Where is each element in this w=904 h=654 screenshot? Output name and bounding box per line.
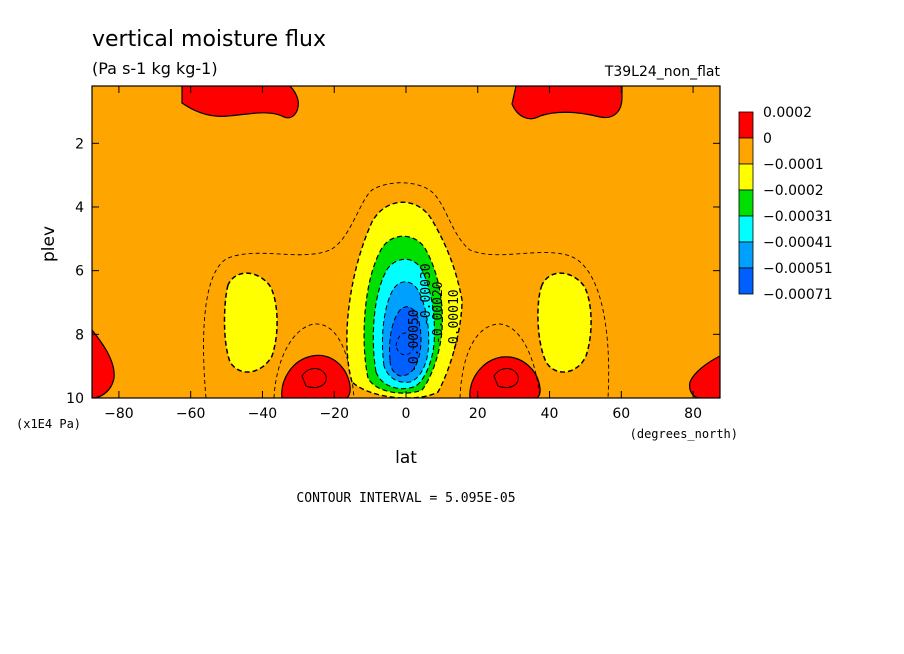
colorbar-label: −0.0002 xyxy=(763,183,824,199)
run-label: T39L24_non_flat xyxy=(604,64,721,80)
x-tick-label: −40 xyxy=(248,406,278,422)
y-tick-label: 10 xyxy=(66,391,84,407)
x-tick-label: −20 xyxy=(319,406,349,422)
contour-label-2: -0.00020 xyxy=(431,281,446,344)
x-tick-label: 60 xyxy=(612,406,630,422)
x-tick-label: 0 xyxy=(402,406,411,422)
red-region-north-subtropics xyxy=(469,356,541,398)
colorbar-label: −0.00031 xyxy=(763,209,833,225)
y-tick-label: 6 xyxy=(75,264,84,280)
y-units-label: (x1E4 Pa) xyxy=(16,417,81,431)
y-axis-label: plev xyxy=(39,226,59,262)
contour-label-3: -0.00030 xyxy=(419,263,434,326)
x-tick-label: 40 xyxy=(541,406,559,422)
colorbar-label: −0.00051 xyxy=(763,261,833,277)
red-inner-contour-north xyxy=(493,368,519,389)
chart-title: vertical moisture flux xyxy=(92,27,326,52)
y-tick-label: 4 xyxy=(75,200,84,216)
chart-subtitle: (Pa s-1 kg kg-1) xyxy=(92,59,218,78)
contour-label-4: -0.00050 xyxy=(407,309,422,372)
core-contour-blue xyxy=(389,306,422,377)
red-region-top-right xyxy=(511,86,623,120)
red-region-south-subtropics xyxy=(281,354,351,398)
colorbar-swatch xyxy=(738,163,754,191)
colorbar-swatch xyxy=(738,267,754,295)
red-region-left-edge xyxy=(92,329,115,398)
y-tick-label: 8 xyxy=(75,327,84,343)
colorbar-label: −0.00071 xyxy=(763,287,833,303)
x-tick-label: 80 xyxy=(684,406,702,422)
x-tick-label: −60 xyxy=(176,406,206,422)
core-inner-dash-1 xyxy=(395,332,415,356)
red-inner-contour-south xyxy=(301,368,327,389)
colorbar: 0.0002 0 −0.0001 −0.0002 −0.00031 −0.00041 −0.… xyxy=(738,105,833,303)
x-tick-label: 20 xyxy=(469,406,487,422)
colorbar-swatch xyxy=(738,215,754,243)
colorbar-label: 0 xyxy=(763,131,772,147)
colorbar-label: 0.0002 xyxy=(763,105,812,121)
colorbar-swatch xyxy=(738,137,754,165)
contour-field: -0.00010 -0.00020 -0.00030 -0.00050 xyxy=(92,86,720,398)
x-tick-label: −80 xyxy=(104,406,134,422)
colorbar-label: −0.0001 xyxy=(763,157,824,173)
colorbar-swatch xyxy=(738,111,754,139)
x-units-label: (degrees_north) xyxy=(630,427,738,441)
yellow-cell-south xyxy=(223,272,278,373)
contour-label-1: -0.00010 xyxy=(447,289,462,352)
x-axis-label: lat xyxy=(395,448,417,468)
colorbar-swatch xyxy=(738,241,754,269)
dashed-contour-north-cell xyxy=(459,323,541,398)
yellow-cell-north xyxy=(537,272,592,373)
axes: −80 −60 −40 −20 0 20 40 60 80 2 4 6 8 10 xyxy=(66,86,720,422)
contour-interval-note: CONTOUR INTERVAL = 5.095E-05 xyxy=(296,491,515,506)
y-tick-label: 2 xyxy=(75,136,84,152)
red-region-top-left xyxy=(181,86,299,119)
colorbar-label: −0.00041 xyxy=(763,235,833,251)
colorbar-swatch xyxy=(738,189,754,217)
